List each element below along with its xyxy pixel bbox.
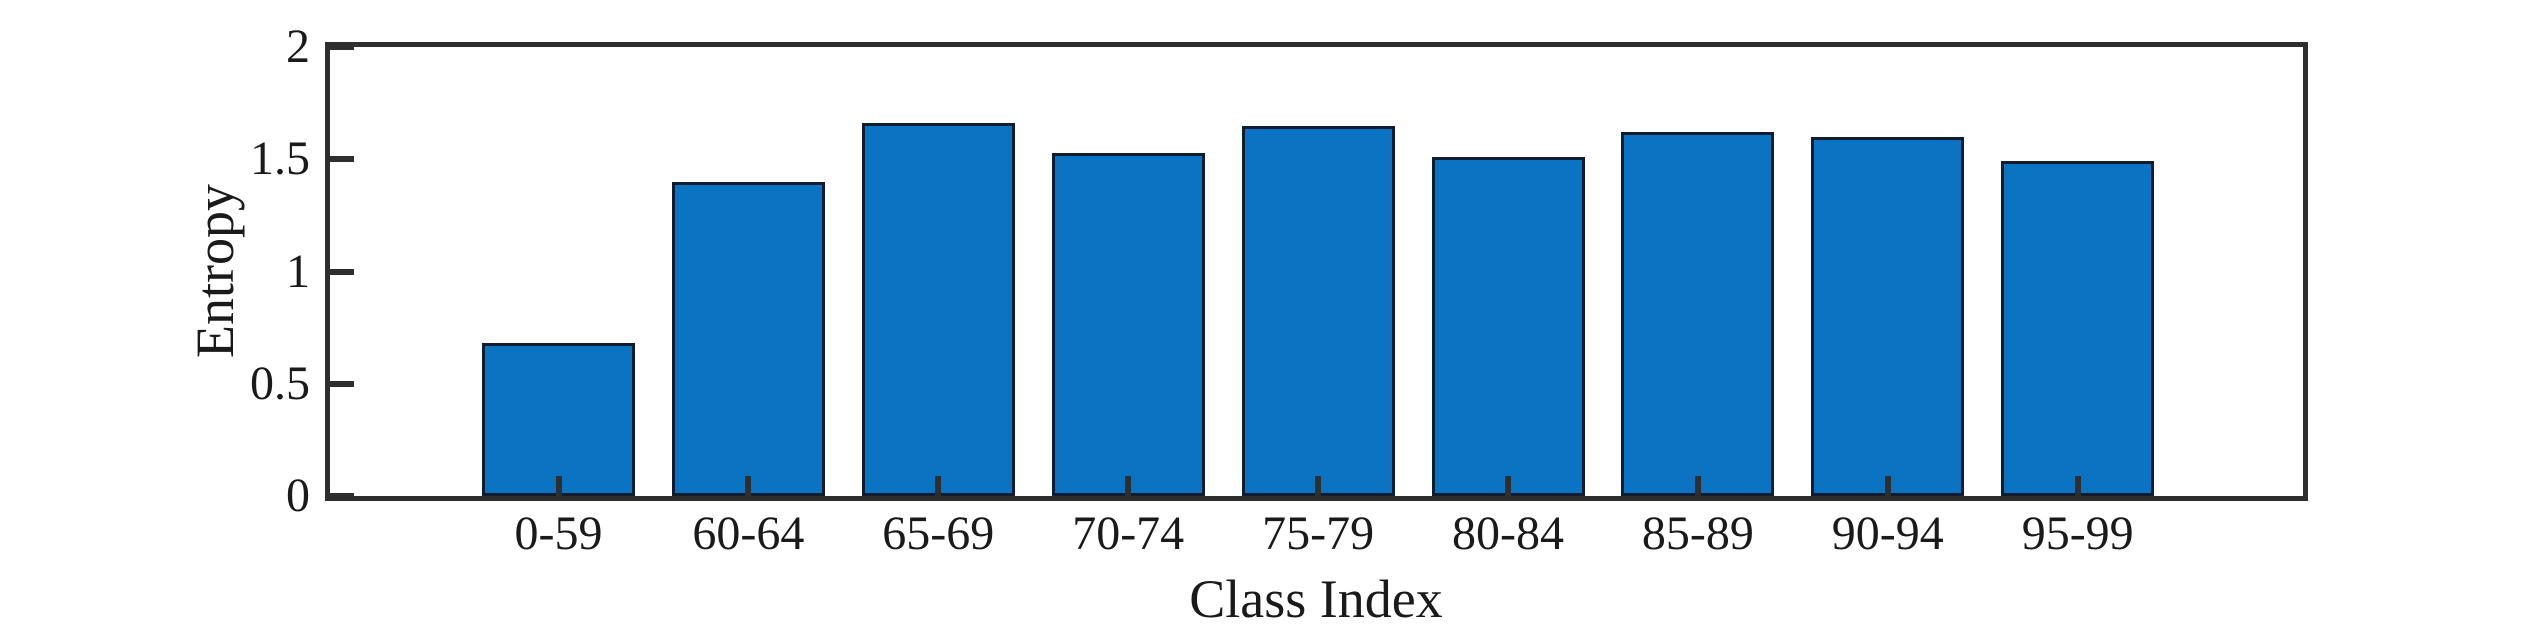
y-tick <box>330 380 354 387</box>
bar <box>1811 136 1965 496</box>
x-tick-label: 80-84 <box>1452 507 1564 560</box>
x-tick <box>935 476 942 496</box>
x-tick-label: 85-89 <box>1641 507 1754 560</box>
x-tick-label: 60-64 <box>692 507 805 560</box>
x-tick <box>1125 476 1132 496</box>
x-tick <box>2074 476 2081 496</box>
x-tick <box>745 476 752 496</box>
y-tick-label: 1 <box>286 244 310 298</box>
bar <box>1051 152 1205 496</box>
x-tick-label: 90-94 <box>1831 507 1944 560</box>
y-tick-label: 2 <box>286 20 310 73</box>
bar <box>671 181 825 496</box>
x-tick <box>1505 476 1511 496</box>
x-tick-label: 0-59 <box>514 507 603 560</box>
x-tick-label: 95-99 <box>2021 507 2134 560</box>
x-tick <box>1315 476 1322 496</box>
x-tick <box>555 476 562 496</box>
bar <box>861 123 1015 496</box>
y-tick <box>330 156 354 163</box>
bar <box>1241 125 1395 496</box>
bar <box>482 343 635 496</box>
bar <box>1431 157 1585 496</box>
x-tick <box>1694 476 1701 496</box>
y-tick <box>330 44 354 50</box>
x-axis-title: Class Index <box>1189 569 1443 629</box>
y-tick <box>330 493 354 499</box>
x-tick <box>1884 476 1891 496</box>
x-tick-label: 70-74 <box>1072 507 1185 560</box>
y-tick-label: 1.5 <box>250 132 310 186</box>
bar <box>2001 161 2155 496</box>
x-tick-label: 65-69 <box>882 507 995 560</box>
x-tick-label: 75-79 <box>1262 507 1375 560</box>
y-tick-label: 0 <box>286 469 310 522</box>
y-tick-label: 0.5 <box>250 356 310 410</box>
y-tick <box>330 268 354 275</box>
bar <box>1621 132 1775 496</box>
